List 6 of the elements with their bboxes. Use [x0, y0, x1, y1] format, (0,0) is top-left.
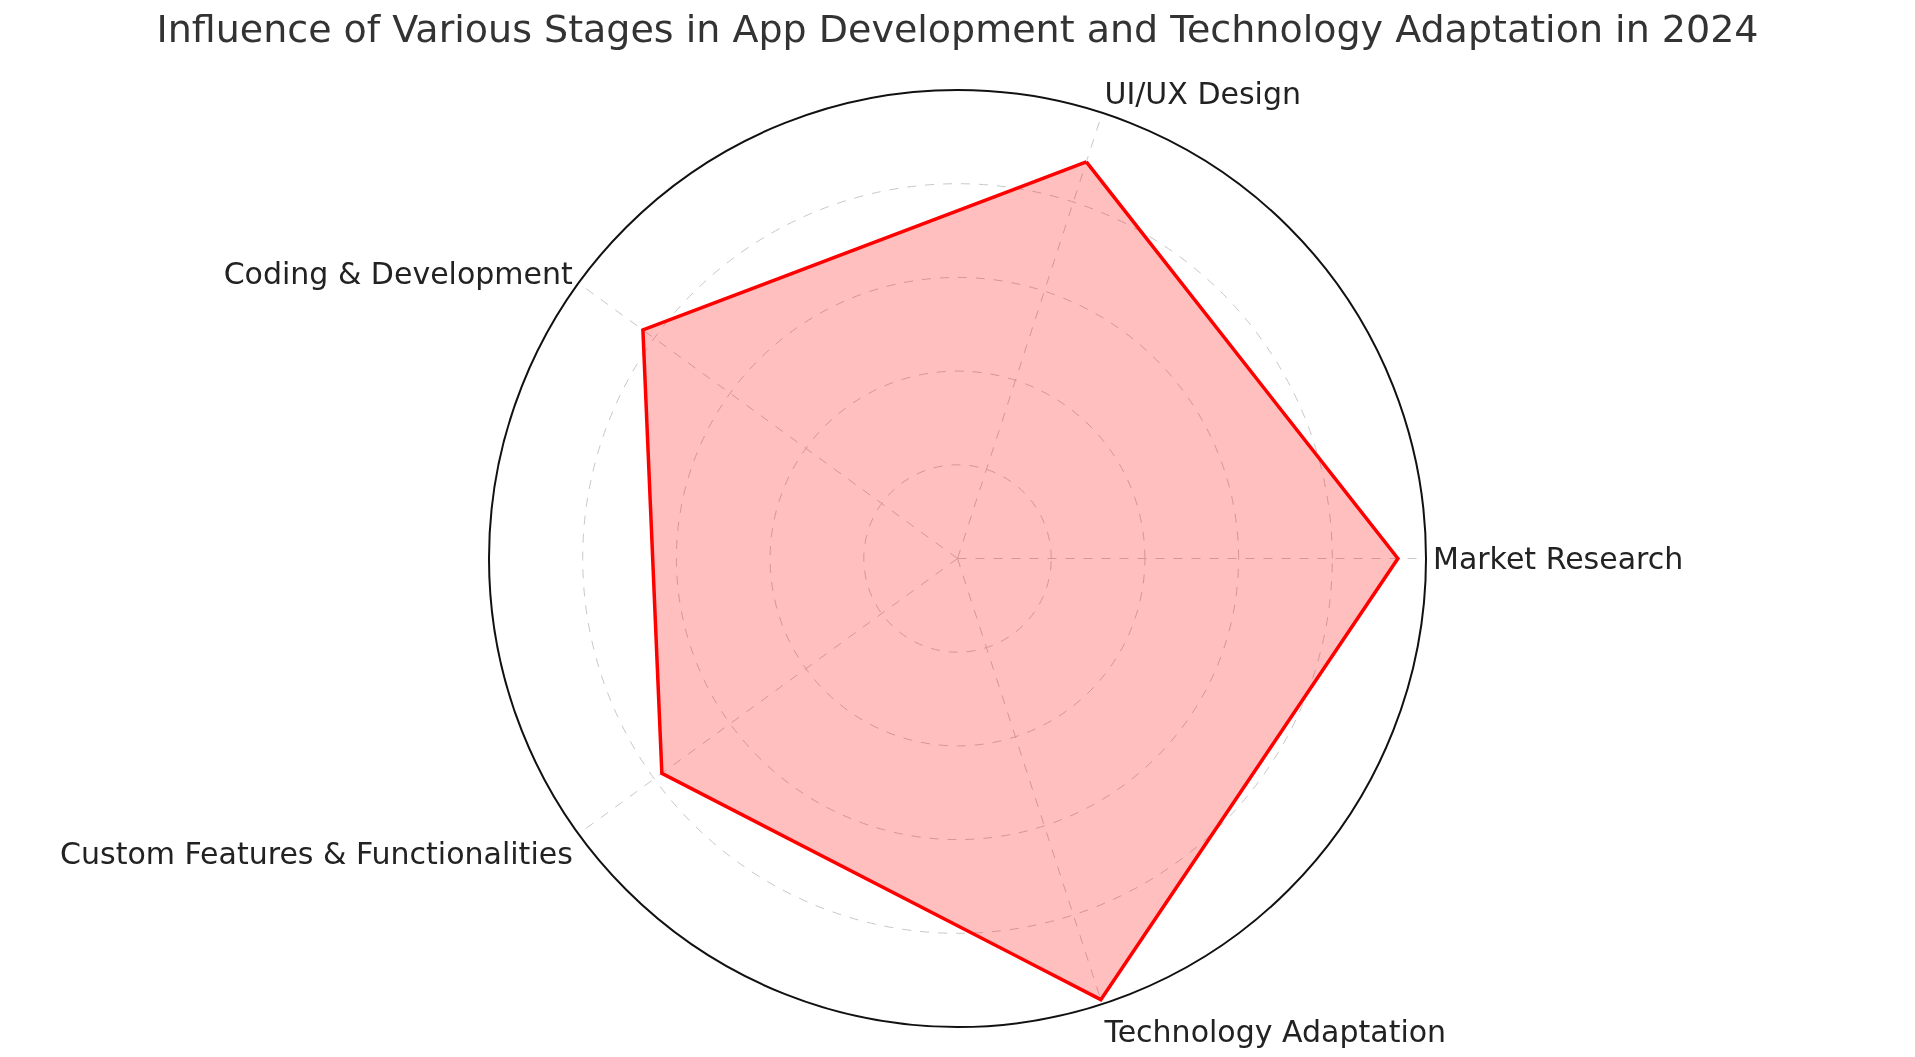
spoke-label: UI/UX Design — [1104, 75, 1301, 111]
spoke-label: Technology Adaptation — [1103, 1014, 1447, 1050]
spoke-label: Custom Features & Functionalities — [60, 836, 573, 872]
chart-title: Influence of Various Stages in App Development and Technology Adaptation in 2024 — [156, 7, 1759, 52]
spoke-label: Coding & Development — [223, 255, 574, 291]
spoke-label: Market Research — [1433, 541, 1684, 576]
